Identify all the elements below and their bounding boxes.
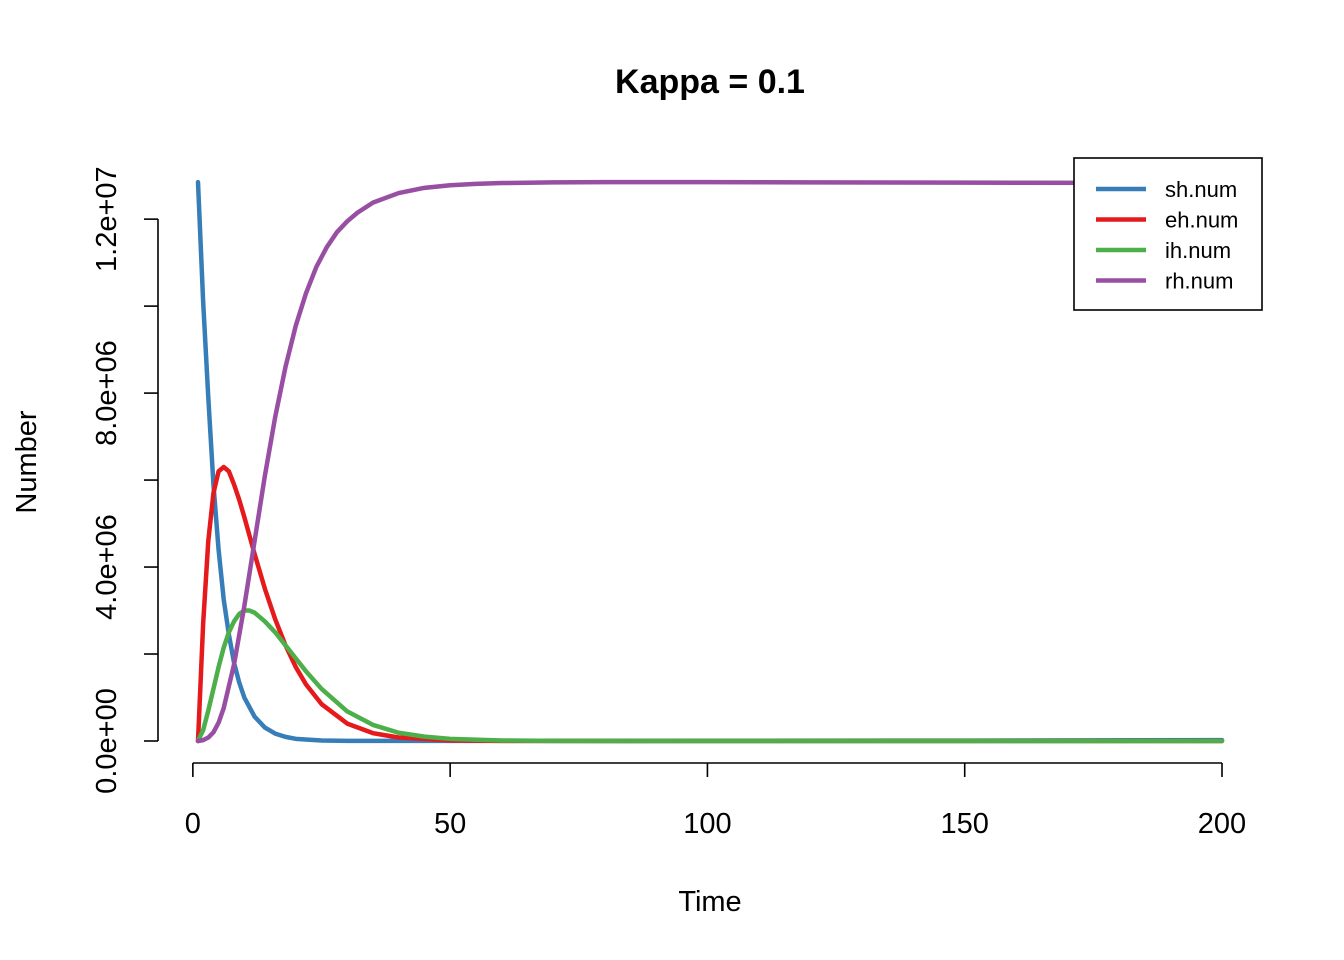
y-tick-label: 0.0e+00: [91, 688, 123, 794]
y-tick-label: 1.2e+07: [91, 166, 123, 272]
x-axis: 0 50 100 150 200: [185, 762, 1246, 840]
legend: sh.num eh.num ih.num rh.num: [1073, 157, 1263, 311]
y-tick-label: 4.0e+06: [91, 514, 123, 620]
x-tick-label: 0: [185, 808, 201, 840]
x-tick-label: 200: [1198, 808, 1246, 840]
series-line-ih-num: [195, 608, 1225, 744]
x-axis-label: Time: [678, 886, 741, 918]
series-line-rh-num: [195, 179, 1225, 744]
legend-label: rh.num: [1165, 269, 1233, 294]
x-tick-label: 150: [941, 808, 989, 840]
plot-lines: [195, 179, 1225, 744]
y-axis-label: Number: [11, 410, 43, 513]
legend-label: sh.num: [1165, 177, 1237, 202]
legend-box: [1073, 157, 1263, 311]
y-tick-label: 8.0e+06: [91, 340, 123, 446]
legend-label: ih.num: [1165, 238, 1231, 263]
y-axis: 0.0e+00 4.0e+06 8.0e+06 1.2e+07: [91, 166, 159, 794]
chart-title: Kappa = 0.1: [615, 63, 805, 101]
x-tick-label: 100: [683, 808, 731, 840]
x-tick-label: 50: [434, 808, 466, 840]
legend-label: eh.num: [1165, 208, 1238, 233]
legend-items: sh.num eh.num ih.num rh.num: [1096, 177, 1238, 294]
series-line-eh-num: [195, 464, 1225, 744]
series-line-sh-num: [195, 179, 1225, 744]
